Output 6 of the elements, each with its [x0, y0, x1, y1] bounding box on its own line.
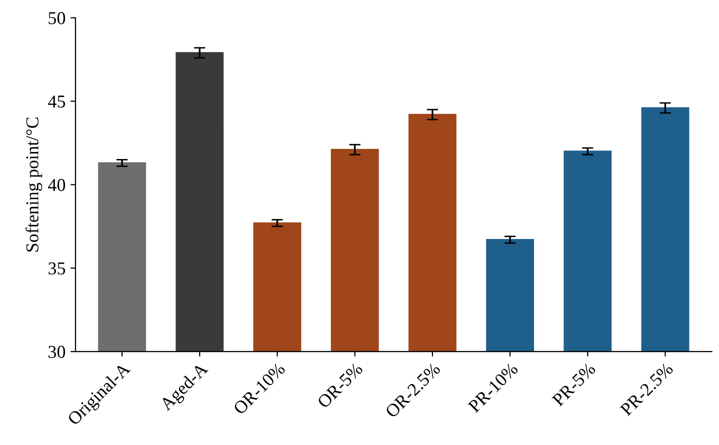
y-axis-title: Softening point/°C [26, 118, 42, 252]
y-tick-label: 35 [48, 262, 66, 275]
y-tick-label: 40 [48, 178, 66, 192]
y-tick-label: 50 [48, 12, 66, 24]
y-tick-label: 30 [48, 346, 66, 358]
y-tick-label: 45 [48, 96, 66, 108]
